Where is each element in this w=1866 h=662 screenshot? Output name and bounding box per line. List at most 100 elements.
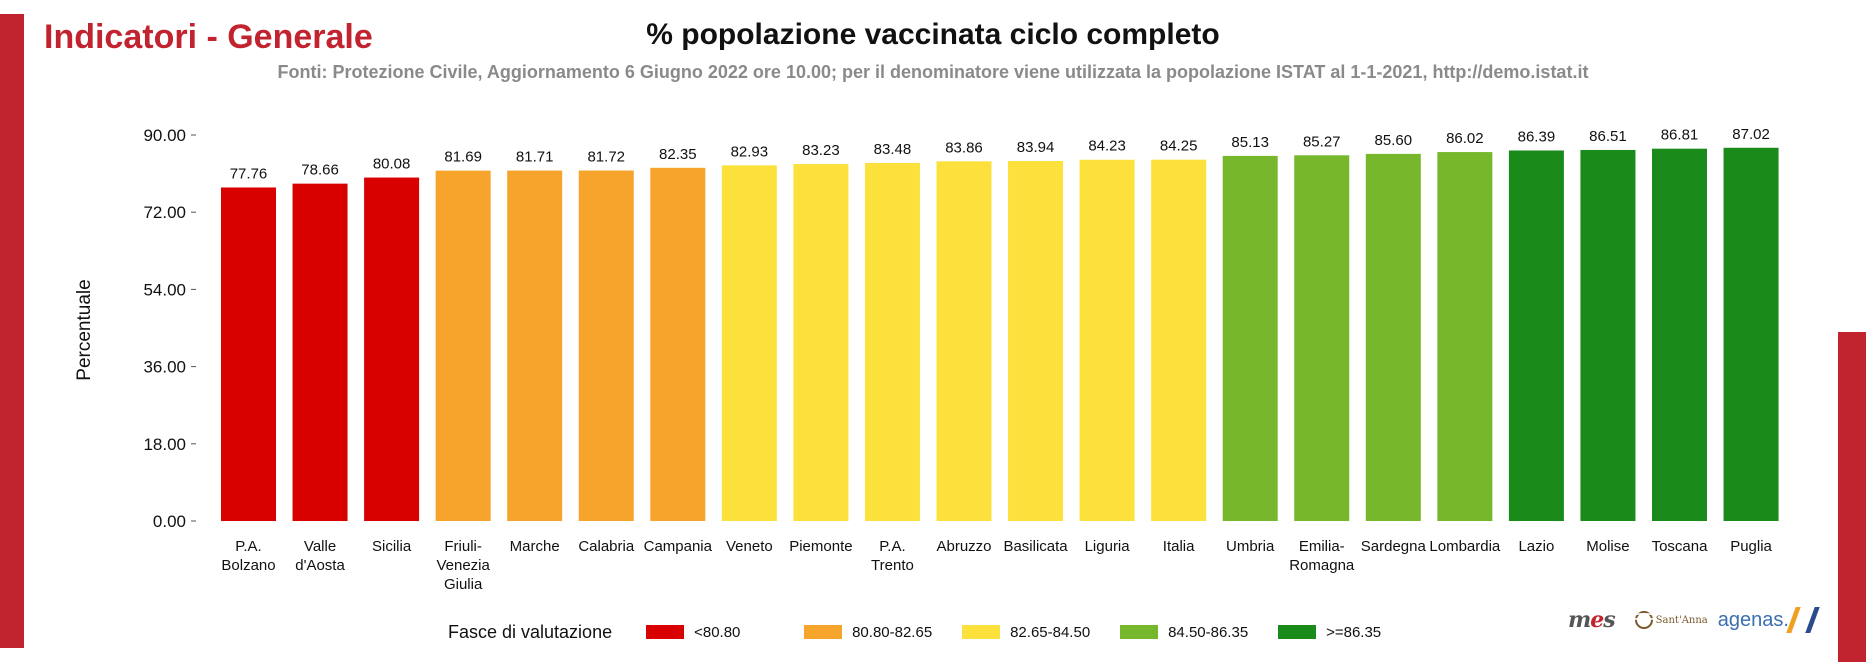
bar-value-label: 83.48 [874, 141, 912, 158]
x-tick-label: Sardegna [1361, 538, 1427, 555]
legend-label: 84.50-86.35 [1168, 623, 1249, 641]
x-tick-label: Marche [510, 538, 560, 555]
x-tick-label: Lombardia [1429, 538, 1501, 555]
bar [1580, 149, 1636, 522]
bar [793, 164, 849, 522]
x-tick-label: Umbria [1226, 538, 1275, 555]
bar [578, 170, 634, 521]
y-tick-label: 54.00 [143, 280, 186, 299]
legend-item: >=86.35 [1278, 624, 1381, 641]
bar-value-label: 85.60 [1375, 132, 1413, 149]
bar-value-label: 81.71 [516, 149, 554, 166]
legend-swatch [646, 625, 685, 639]
legend-label: >=86.35 [1326, 623, 1382, 641]
legend-item: 84.50-86.35 [1120, 624, 1278, 641]
bar-value-label: 87.02 [1732, 126, 1770, 143]
y-tick-label: 36.00 [143, 358, 186, 377]
x-tick-label: Veneto [726, 538, 773, 555]
bar-value-label: 85.27 [1303, 133, 1341, 150]
x-tick-label: Giulia [444, 576, 483, 593]
x-tick-label: Piemonte [789, 538, 852, 555]
page-heading: Indicatori - Generale [44, 18, 373, 56]
bar [1723, 147, 1779, 521]
santanna-logo: Sant'Anna [1634, 611, 1708, 629]
chart-title: % popolazione vaccinata ciclo completo [646, 18, 1220, 51]
x-tick-label: Romagna [1289, 557, 1355, 574]
x-tick-label: P.A. [879, 538, 905, 555]
bar-chart: Percentuale 0.00 18.00 36.00 54.00 72.00 90.00… [74, 126, 1779, 593]
x-tick-label: d'Aosta [295, 557, 345, 574]
bar [1294, 155, 1350, 521]
legend-item: 80.80-82.65 [804, 624, 962, 641]
legend-item: <80.80 [646, 624, 804, 641]
legend-label: 82.65-84.50 [1010, 623, 1091, 641]
y-tick-label: 0.00 [153, 512, 186, 531]
bar [435, 170, 491, 521]
x-tick-label: Liguria [1085, 538, 1131, 555]
bar-value-label: 77.76 [230, 165, 268, 182]
bar-value-label: 80.08 [373, 156, 411, 173]
x-tick-label: Emilia- [1299, 538, 1345, 555]
bar [1222, 155, 1278, 521]
bar-value-label: 85.13 [1231, 134, 1269, 151]
bar-value-label: 78.66 [301, 162, 339, 179]
mes-logo: mes [1568, 607, 1616, 633]
right-accent-stripe [1838, 332, 1866, 662]
legend-swatch [1278, 625, 1317, 639]
bar-value-label: 81.72 [587, 149, 625, 166]
chart-subtitle: Fonti: Protezione Civile, Aggiornamento … [277, 62, 1589, 82]
bar [507, 170, 563, 522]
bar [292, 183, 348, 522]
x-tick-label: Basilicata [1003, 538, 1068, 555]
bar-value-label: 82.35 [659, 146, 697, 163]
x-tick-label: Bolzano [221, 557, 275, 574]
bar-value-label: 86.39 [1518, 128, 1556, 145]
bar-value-label: 82.93 [731, 143, 769, 160]
y-tick-label: 90.00 [143, 126, 186, 145]
x-tick-label: Toscana [1652, 538, 1709, 555]
bar-value-label: 86.81 [1661, 127, 1699, 144]
legend-title: Fasce di valutazione [448, 621, 613, 642]
legend: Fasce di valutazione <80.80 80.80-82.65 … [448, 620, 1381, 644]
bar [936, 161, 992, 521]
bar [1079, 159, 1135, 521]
bar [1437, 152, 1493, 522]
y-tick-label: 72.00 [143, 203, 186, 222]
legend-swatch [1120, 625, 1159, 639]
bar [221, 187, 276, 521]
left-accent-stripe [0, 14, 24, 648]
bar-value-label: 83.94 [1017, 139, 1055, 156]
x-tick-label: Campania [644, 538, 713, 555]
logo-strip: mes Sant'Anna agenas. [1568, 600, 1820, 640]
bar [650, 167, 706, 521]
x-tick-label: P.A. [235, 538, 261, 555]
bar [721, 165, 777, 521]
bar [1652, 148, 1707, 521]
bar [1008, 160, 1064, 521]
legend-label: <80.80 [694, 623, 741, 641]
x-tick-label: Venezia [436, 557, 490, 574]
x-tick-label: Trento [871, 557, 914, 574]
bar [1508, 150, 1564, 521]
bar-value-label: 84.25 [1160, 138, 1198, 155]
bar-value-label: 83.23 [802, 142, 840, 159]
bar-value-label: 83.86 [945, 139, 983, 156]
agenas-logo: agenas. [1718, 607, 1820, 633]
bar [1151, 159, 1207, 521]
bar-value-label: 81.69 [444, 149, 482, 166]
bar [864, 162, 920, 521]
y-axis-label: Percentuale [74, 279, 95, 380]
bar [1365, 153, 1421, 522]
x-tick-label: Valle [304, 538, 336, 555]
x-tick-label: Calabria [578, 538, 635, 555]
legend-swatch [962, 625, 1001, 639]
bar-value-label: 86.02 [1446, 130, 1484, 147]
y-tick-label: 18.00 [143, 435, 186, 454]
legend-label: 80.80-82.65 [852, 623, 933, 641]
x-tick-label: Sicilia [372, 538, 412, 555]
x-tick-label: Abruzzo [936, 538, 991, 555]
bar [364, 177, 420, 521]
x-tick-label: Friuli- [444, 538, 482, 555]
x-tick-label: Puglia [1730, 538, 1772, 555]
legend-swatch [804, 625, 843, 639]
